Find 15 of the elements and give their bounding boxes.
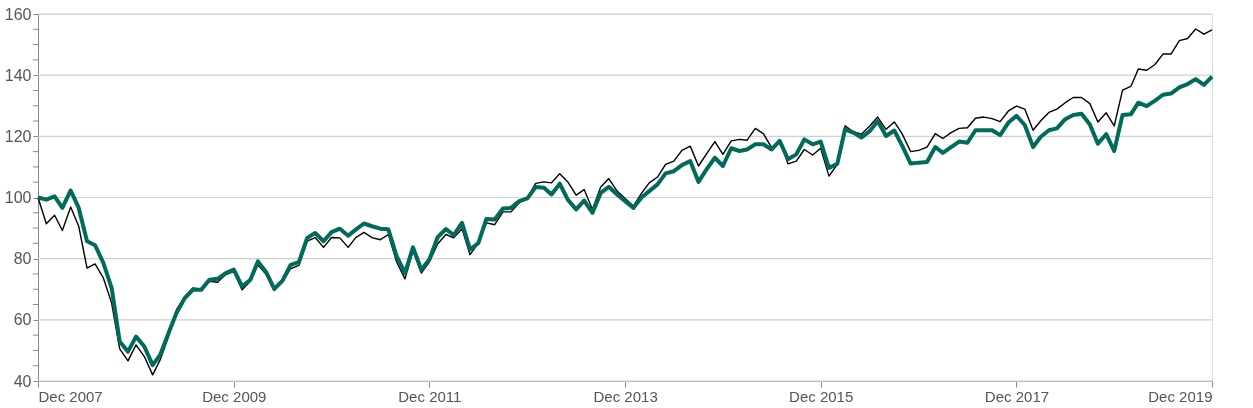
x-tick-label: Dec 2007 xyxy=(38,387,103,405)
y-tick-label: 120 xyxy=(4,127,32,145)
y-tick-label: 60 xyxy=(13,311,32,329)
line-series xyxy=(36,74,1214,368)
x-tick-label: Dec 2009 xyxy=(202,387,267,405)
x-tick-label: Dec 2015 xyxy=(789,387,854,405)
x-tick-label: Dec 2017 xyxy=(984,387,1050,405)
y-tick-label: 140 xyxy=(4,66,32,84)
x-tick-label: Dec 2011 xyxy=(398,387,462,405)
y-tick-label: 100 xyxy=(4,189,32,206)
x-tick-label: Dec 2019 xyxy=(1148,387,1213,405)
y-tick-label: 160 xyxy=(4,5,32,23)
y-tick-label: 80 xyxy=(13,250,32,268)
y-tick-label: 40 xyxy=(13,372,32,390)
x-tick-label: Dec 2013 xyxy=(593,387,658,405)
